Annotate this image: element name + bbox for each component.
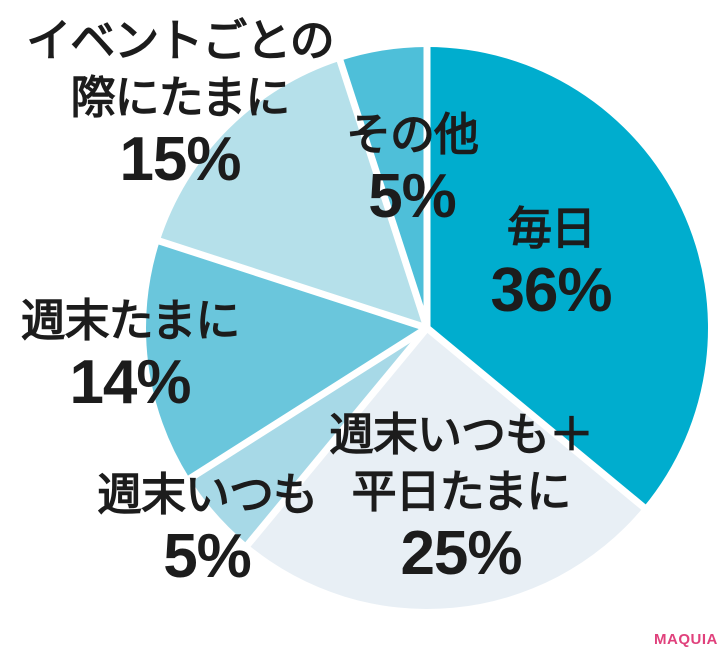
label-weekend-always-plus-text-line2: 平日たまに	[351, 466, 572, 517]
pie-slice-3	[146, 241, 427, 479]
slice-gap-4	[155, 236, 429, 332]
pie-slice-2	[189, 328, 427, 545]
label-weekend-always-plus-pct: 25%	[400, 519, 522, 588]
label-every-day: 毎日 36%	[490, 200, 612, 325]
maquia-logo: MAQUIA	[654, 631, 718, 648]
label-events-occasionally-text-line2: 際にたまに	[70, 72, 291, 123]
label-every-day-pct: 36%	[490, 256, 612, 325]
label-weekend-always-text: 週末いつも	[96, 469, 318, 520]
pie-slice-1	[247, 328, 644, 609]
label-other-text: その他	[345, 109, 479, 160]
label-other: その他 5%	[345, 106, 479, 231]
pie-slice-0	[427, 47, 708, 508]
slice-gap-1	[424, 325, 649, 512]
label-weekend-sometimes-pct: 14%	[69, 348, 191, 417]
label-events-occasionally-text-line1: イベントごとの	[26, 15, 335, 66]
label-weekend-sometimes-text: 週末たまに	[20, 295, 241, 346]
label-weekend-always-plus-text-line1: 週末いつも＋	[328, 409, 594, 460]
label-weekend-always-plus-weekday: 週末いつも＋ 平日たまに 25%	[328, 406, 594, 588]
label-weekend-always: 週末いつも 5%	[96, 466, 318, 591]
label-other-pct: 5%	[368, 162, 457, 231]
slice-gap-3	[185, 325, 429, 484]
label-weekend-sometimes: 週末たまに 14%	[20, 292, 241, 417]
label-events-occasionally: イベントごとの 際にたまに 15%	[26, 12, 335, 194]
label-weekend-always-pct: 5%	[163, 522, 252, 591]
label-events-occasionally-pct: 15%	[119, 125, 241, 194]
label-every-day-text: 毎日	[506, 203, 596, 254]
slice-gap-2	[243, 325, 430, 550]
slice-gap-5	[335, 56, 431, 330]
